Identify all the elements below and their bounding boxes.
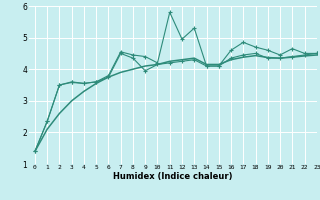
X-axis label: Humidex (Indice chaleur): Humidex (Indice chaleur) (113, 172, 233, 181)
